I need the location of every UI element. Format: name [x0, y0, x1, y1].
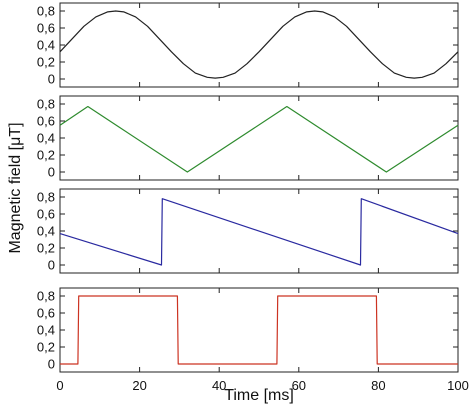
y-tick-label: 0,2 — [37, 148, 55, 163]
series-sawtooth — [59, 198, 459, 266]
panel-3: 0 0,2 0,4 0,6 0,8 — [37, 188, 459, 274]
y-tick-label: 0,4 — [37, 131, 55, 146]
y-tick-label: 0,4 — [37, 323, 55, 338]
y-tick-label: 0 — [48, 258, 55, 273]
x-tick-label: 20 — [132, 378, 146, 393]
y-tick-label: 0,8 — [37, 97, 55, 112]
x-tick-label: 100 — [447, 378, 469, 393]
panels: 00,20,40,60,800,20,40,60,800,20,40,60,80… — [37, 2, 469, 393]
y-tick-label: 0 — [48, 72, 55, 87]
y-tick-label: 0,4 — [37, 224, 55, 239]
y-tick-label: 0,6 — [37, 114, 55, 129]
panel-1: 0 0,2 0,4 0,6 0,8 — [37, 2, 459, 88]
y-tick-label: 0,2 — [37, 55, 55, 70]
y-tick-label: 0,8 — [37, 4, 55, 19]
y-tick-label: 0,2 — [37, 340, 55, 355]
y-tick-label: 0 — [48, 357, 55, 372]
y-tick-label: 0,8 — [37, 190, 55, 205]
x-tick-label: 0 — [56, 378, 63, 393]
x-tick-label: 80 — [371, 378, 385, 393]
panel-4: 0 0,2 0,4 0,6 0,8 0 20 40 60 80 100 — [37, 287, 469, 393]
series-square — [60, 295, 458, 365]
y-tick-label: 0,2 — [37, 241, 55, 256]
panel-2: 0 0,2 0,4 0,6 0,8 — [37, 95, 459, 181]
y-tick-label: 0,8 — [37, 289, 55, 304]
x-axis-label: Time [ms] — [224, 387, 294, 404]
panel-frame — [59, 95, 459, 181]
x-tick-label: 40 — [212, 378, 226, 393]
panel-frame — [59, 287, 459, 373]
series-sine — [59, 10, 459, 79]
y-tick-label: 0,6 — [37, 207, 55, 222]
y-tick-label: 0,6 — [37, 306, 55, 321]
y-tick-label: 0,4 — [37, 38, 55, 53]
y-tick-label: 0 — [48, 165, 55, 180]
x-tick-label: 60 — [292, 378, 306, 393]
y-axis-label: Magnetic field [μT] — [7, 122, 24, 253]
series-triangle — [59, 105, 459, 173]
y-tick-label: 0,6 — [37, 21, 55, 36]
